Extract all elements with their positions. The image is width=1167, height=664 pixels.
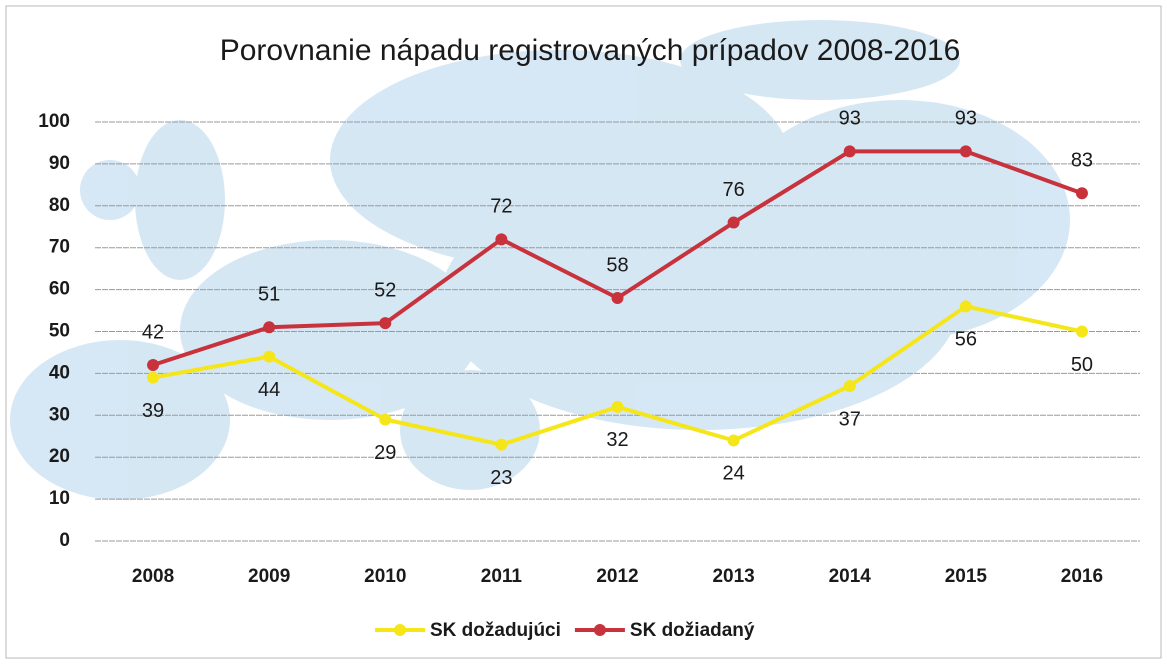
data-point (959, 300, 972, 313)
data-label: 83 (1071, 150, 1093, 172)
data-label: 51 (258, 284, 280, 306)
data-point (495, 438, 508, 451)
data-point (1075, 325, 1088, 338)
x-tick-label: 2015 (945, 566, 988, 587)
y-tick-label: 0 (59, 530, 70, 551)
y-tick-label: 70 (49, 237, 70, 258)
data-point (959, 145, 972, 158)
chart-title: Porovnanie nápadu registrovaných prípado… (220, 34, 961, 67)
y-tick-label: 20 (49, 446, 70, 467)
data-label: 42 (142, 321, 164, 343)
data-label: 39 (142, 400, 164, 422)
data-label: 44 (258, 379, 280, 401)
y-tick-label: 50 (49, 321, 70, 342)
data-point (263, 321, 276, 334)
data-point (1075, 187, 1088, 200)
data-point (379, 413, 392, 426)
data-point (147, 371, 160, 384)
legend-marker (593, 624, 606, 636)
x-tick-label: 2016 (1061, 566, 1103, 587)
data-label: 52 (374, 279, 396, 301)
legend-label: SK dožiadaný (630, 620, 755, 641)
data-label: 32 (606, 429, 628, 451)
y-tick-label: 90 (49, 153, 70, 174)
data-label: 29 (374, 442, 396, 464)
data-point (611, 400, 624, 413)
map-background (10, 20, 1070, 500)
data-point (611, 291, 624, 304)
y-tick-label: 100 (38, 111, 70, 132)
data-label: 23 (490, 467, 512, 489)
data-point (727, 434, 740, 447)
data-point (843, 379, 856, 392)
y-tick-label: 40 (49, 362, 70, 383)
data-label: 37 (839, 408, 861, 430)
x-tick-label: 2008 (132, 566, 174, 587)
legend-marker (394, 624, 406, 636)
y-tick-label: 60 (49, 279, 70, 300)
y-tick-label: 10 (49, 488, 70, 509)
data-point (263, 350, 276, 363)
x-tick-label: 2013 (712, 566, 754, 587)
x-tick-label: 2014 (829, 566, 872, 587)
x-tick-label: 2011 (481, 566, 523, 587)
data-label: 50 (1071, 354, 1093, 376)
data-label: 72 (490, 196, 512, 218)
data-label: 93 (955, 108, 977, 130)
x-tick-label: 2010 (364, 566, 406, 587)
data-label: 58 (606, 254, 628, 276)
x-tick-label: 2009 (248, 566, 290, 587)
data-label: 93 (839, 108, 861, 130)
data-point (147, 359, 160, 372)
legend-label: SK dožadujúci (430, 620, 561, 641)
data-label: 56 (955, 329, 977, 351)
x-tick-label: 2012 (596, 566, 638, 587)
data-point (495, 233, 508, 246)
y-tick-label: 30 (49, 404, 70, 425)
data-label: 24 (722, 463, 744, 485)
data-point (843, 145, 856, 158)
y-tick-label: 80 (49, 195, 70, 216)
data-label: 76 (722, 179, 744, 201)
data-point (379, 317, 392, 330)
data-point (727, 216, 740, 229)
